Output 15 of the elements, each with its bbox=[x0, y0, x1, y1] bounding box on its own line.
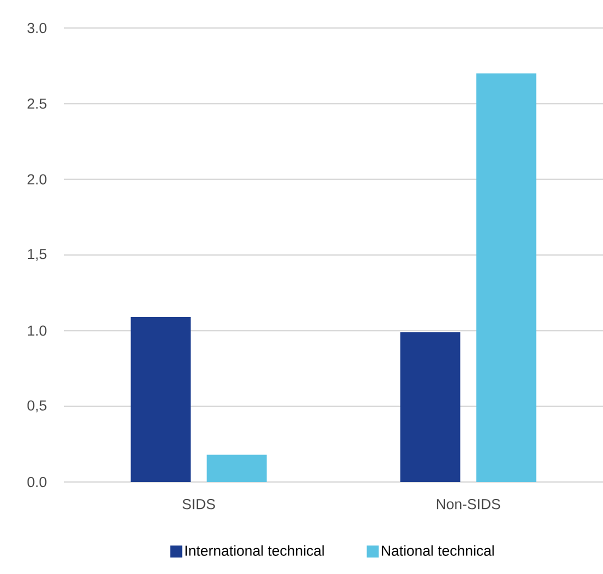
y-tick-label: 1,5 bbox=[28, 249, 46, 261]
y-tick-label: 0,5 bbox=[27, 400, 46, 412]
y-tick-label: 2.0 bbox=[28, 174, 46, 184]
bar bbox=[130, 317, 191, 482]
x-tick-label: Non-SIDS bbox=[436, 499, 500, 510]
bar bbox=[476, 73, 536, 482]
bar bbox=[206, 454, 267, 482]
bar bbox=[400, 332, 460, 482]
y-tick-label: 0.0 bbox=[27, 476, 46, 488]
legend-label: National technical bbox=[382, 545, 494, 556]
y-tick-label: 3.0 bbox=[27, 22, 46, 34]
x-tick-label: SIDS bbox=[182, 499, 215, 510]
y-tick-label: 2.5 bbox=[28, 98, 46, 109]
legend-label: International technical bbox=[186, 545, 324, 556]
y-tick-label: 1.0 bbox=[28, 326, 46, 336]
